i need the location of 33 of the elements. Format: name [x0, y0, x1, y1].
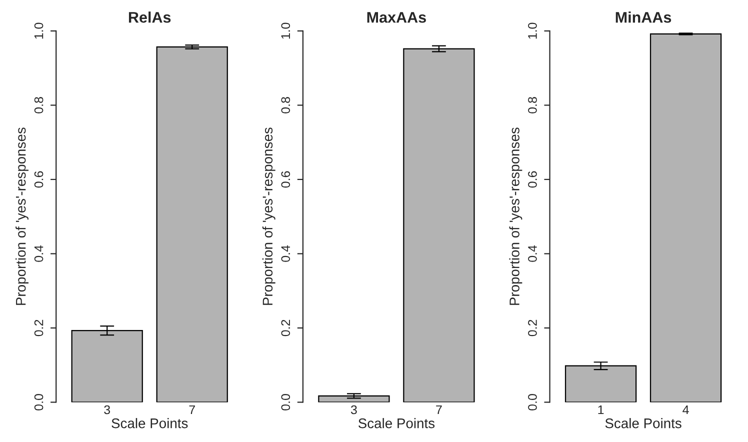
x-axis-title: Scale Points	[112, 418, 188, 428]
x-tick-label: 7	[436, 405, 442, 414]
y-tick-label: 0.6	[528, 171, 537, 188]
chart-title: RelAs	[128, 12, 171, 23]
chart-title: MaxAAs	[367, 12, 426, 23]
y-tick-label: 0.4	[281, 245, 290, 262]
y-tick-label: 1.0	[281, 22, 290, 39]
y-axis-title: Proportion of 'yes'-responses	[509, 128, 522, 305]
y-tick-label: 0.2	[34, 320, 44, 336]
x-tick-label: 3	[350, 405, 357, 414]
y-tick-label: 0.8	[528, 97, 537, 114]
chart-title: MinAAs	[616, 12, 672, 23]
x-tick-label: 1	[598, 405, 604, 414]
y-tick-label: 0.0	[34, 394, 44, 410]
y-axis-title: Proportion of 'yes'-responses	[16, 128, 28, 305]
x-axis-title: Scale Points	[605, 418, 682, 428]
y-tick-label: 0.0	[528, 394, 537, 410]
y-tick-label: 0.6	[281, 171, 290, 188]
x-tick-label: 4	[682, 405, 689, 414]
y-tick-label: 1.0	[34, 22, 44, 39]
y-tick-label: 0.0	[281, 394, 290, 410]
y-tick-label: 0.2	[281, 320, 290, 336]
y-tick-label: 0.6	[34, 171, 44, 188]
y-tick-label: 0.8	[34, 97, 44, 114]
y-tick-label: 1.0	[528, 22, 537, 39]
y-tick-label: 0.2	[528, 320, 537, 336]
x-tick-label: 3	[104, 405, 110, 414]
y-tick-label: 0.8	[281, 97, 290, 114]
y-tick-label: 0.4	[34, 245, 44, 262]
x-tick-label: 7	[189, 405, 195, 414]
y-axis-title: Proportion of 'yes'-responses	[262, 128, 276, 305]
y-tick-label: 0.4	[528, 245, 537, 262]
x-axis-title: Scale Points	[358, 418, 435, 428]
